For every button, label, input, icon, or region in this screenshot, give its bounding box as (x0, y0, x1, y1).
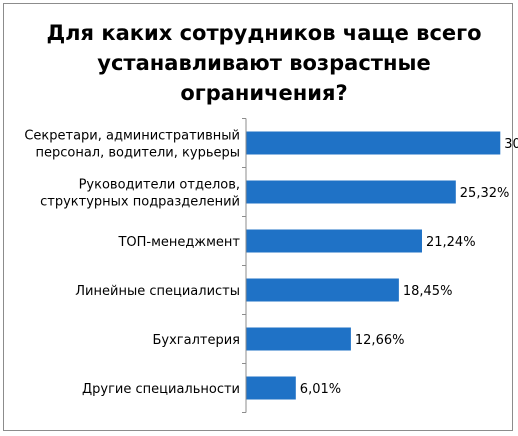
value-label-2: 21,24% (426, 235, 476, 250)
value-label-1: 25,32% (460, 186, 510, 201)
bar-2 (246, 229, 422, 253)
bar-0 (246, 131, 501, 155)
category-label-4: Бухгалтерия (152, 333, 240, 348)
category-label-3: Линейные специалисты (75, 284, 240, 299)
category-label-1: Руководители отделов, структурных подразд… (40, 178, 240, 210)
bar-1 (246, 180, 456, 204)
value-label-5: 6,01% (300, 382, 341, 397)
bar-4 (246, 327, 351, 351)
category-label-0: Секретари, административный персонал, вод… (24, 129, 240, 161)
chart-frame: Для каких сотрудников чаще всего устанав… (3, 3, 513, 431)
category-label-5: Другие специальности (82, 382, 240, 397)
bar-5 (246, 376, 296, 400)
bar-3 (246, 278, 399, 302)
category-label-2: ТОП-менеджмент (117, 235, 240, 250)
value-label-3: 18,45% (403, 284, 453, 299)
value-label-0: 30,69% (504, 137, 518, 152)
value-label-4: 12,66% (355, 333, 405, 348)
chart-title: Для каких сотрудников чаще всего устанав… (46, 21, 482, 105)
